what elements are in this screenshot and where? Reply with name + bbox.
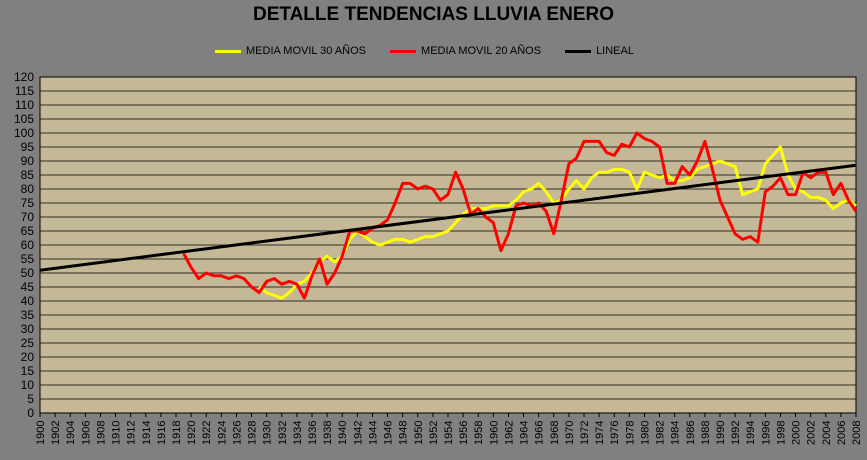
x-tick-label: 1912: [126, 421, 138, 445]
x-tick-label: 1920: [186, 421, 198, 445]
y-tick-label: 90: [21, 154, 35, 168]
legend-swatch-20: [390, 49, 417, 53]
x-tick-label: 1976: [609, 421, 621, 445]
series-media-movil-20: [182, 131, 858, 300]
y-tick-label: 50: [21, 266, 35, 280]
x-tick-label: 1940: [337, 421, 349, 445]
x-tick-label: 1924: [216, 421, 228, 445]
x-tick-label: 1968: [549, 421, 561, 445]
x-tick-label: 1998: [775, 421, 787, 445]
x-tick-label: 1916: [156, 421, 168, 445]
y-tick-label: 105: [14, 112, 34, 126]
x-tick-label: 1948: [398, 421, 410, 445]
y-tick-label: 60: [21, 238, 35, 252]
y-tick-label: 95: [21, 140, 35, 154]
x-tick-label: 1934: [292, 421, 304, 445]
x-tick-label: 2004: [821, 421, 833, 445]
y-tick-label: 40: [21, 294, 35, 308]
y-tick-label: 25: [21, 336, 35, 350]
legend-label-lineal: LINEAL: [596, 45, 634, 57]
x-tick-label: 1988: [700, 421, 712, 445]
x-tick-label: 1972: [579, 421, 591, 445]
x-tick-label: 1918: [171, 421, 183, 445]
series-lineal: [39, 163, 857, 272]
y-tick-label: 0: [27, 406, 34, 420]
legend-label-30: MEDIA MOVIL 30 AÑOS: [246, 45, 367, 57]
y-tick-label: 15: [21, 364, 35, 378]
x-tick-label: 1966: [534, 421, 546, 445]
x-tick-label: 1954: [443, 421, 455, 445]
x-tick-label: 1914: [141, 421, 153, 445]
x-tick-label: 1932: [277, 421, 289, 445]
legend-label-20: MEDIA MOVIL 20 AÑOS: [421, 45, 542, 57]
y-tick-label: 120: [14, 70, 34, 84]
x-tick-label: 1986: [685, 421, 697, 445]
x-tick-label: 1962: [503, 421, 515, 445]
x-tick-label: 1944: [367, 421, 379, 445]
x-tick-label: 1970: [564, 421, 576, 445]
y-tick-label: 35: [21, 308, 35, 322]
x-tick-label: 1910: [111, 421, 123, 445]
legend-swatch-lineal: [565, 49, 592, 53]
legend-item-20: MEDIA MOVIL 20 AÑOS: [390, 45, 541, 57]
y-tick-label: 100: [14, 126, 34, 140]
x-tick-label: 1964: [519, 421, 531, 445]
y-tick-label: 45: [21, 280, 35, 294]
x-tick-label: 1958: [473, 421, 485, 445]
x-tick-label: 1936: [307, 421, 319, 445]
x-tick-label: 1974: [594, 421, 606, 445]
x-tick-label: 1982: [655, 421, 667, 445]
legend-item-lineal: LINEAL: [565, 45, 634, 57]
y-tick-label: 5: [27, 392, 34, 406]
x-tick-label: 1978: [624, 421, 636, 445]
y-tick-label: 55: [21, 252, 35, 266]
x-tick-label: 1930: [262, 421, 274, 445]
y-tick-label: 65: [21, 224, 35, 238]
x-tick-label: 2002: [806, 421, 818, 445]
y-tick-label: 10: [21, 378, 35, 392]
x-tick-label: 1980: [639, 421, 651, 445]
x-tick-label: 1900: [35, 421, 47, 445]
x-tick-label: 1908: [95, 421, 107, 445]
chart-title: DETALLE TENDENCIAS LLUVIA ENERO: [252, 4, 614, 25]
x-tick-label: 1938: [322, 421, 334, 445]
x-tick-label: 2000: [791, 421, 803, 445]
x-tick-label: 1904: [65, 421, 77, 445]
y-tick-label: 110: [15, 98, 34, 112]
x-tick-label: 1926: [231, 421, 243, 445]
x-tick-label: 2006: [836, 421, 848, 445]
y-tick-label: 70: [21, 210, 35, 224]
x-tick-label: 1950: [413, 421, 425, 445]
x-tick-label: 1960: [488, 421, 500, 445]
x-tick-label: 1906: [80, 421, 92, 445]
x-tick-label: 1956: [458, 421, 470, 445]
legend: MEDIA MOVIL 30 AÑOS MEDIA MOVIL 20 AÑOS …: [215, 43, 658, 59]
y-tick-label: 30: [21, 322, 35, 336]
y-tick-label: 85: [21, 168, 35, 182]
x-tick-label: 1902: [50, 421, 62, 445]
x-tick-label: 2008: [851, 421, 863, 445]
x-tick-label: 1992: [730, 421, 742, 445]
y-tick-label: 80: [21, 182, 35, 196]
y-tick-label: 115: [15, 84, 34, 98]
x-tick-label: 1990: [715, 421, 727, 445]
x-tick-label: 1994: [745, 421, 757, 445]
x-tick-label: 1996: [760, 421, 772, 445]
x-tick-label: 1928: [247, 421, 259, 445]
x-tick-label: 1984: [670, 421, 682, 445]
legend-item-30: MEDIA MOVIL 30 AÑOS: [215, 45, 366, 57]
x-tick-label: 1952: [428, 421, 440, 445]
x-tick-label: 1922: [201, 421, 213, 445]
y-tick-label: 75: [21, 196, 35, 210]
y-tick-label: 20: [21, 350, 35, 364]
x-tick-label: 1942: [352, 421, 364, 445]
x-tick-label: 1946: [383, 421, 395, 445]
legend-swatch-30: [215, 49, 241, 53]
